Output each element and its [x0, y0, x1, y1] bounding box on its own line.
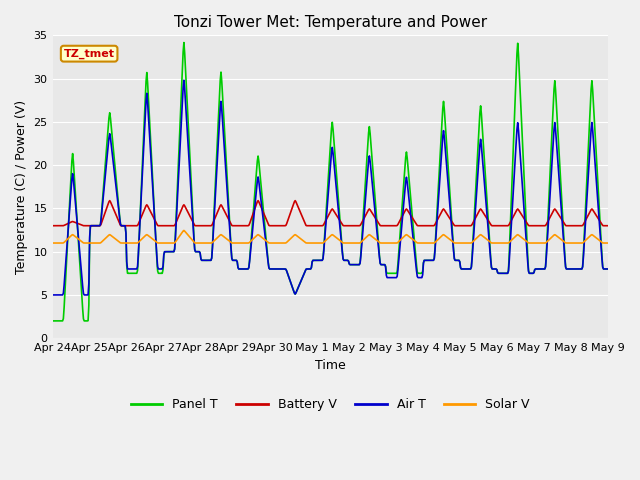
Battery V	[415, 223, 422, 228]
Battery V	[116, 223, 124, 228]
Text: TZ_tmet: TZ_tmet	[63, 48, 115, 59]
Solar V	[604, 240, 612, 246]
Panel T	[116, 215, 124, 221]
Air T	[604, 266, 612, 272]
Air T	[399, 214, 406, 219]
X-axis label: Time: Time	[315, 359, 346, 372]
Panel T	[59, 318, 67, 324]
Battery V	[173, 217, 180, 223]
Battery V	[604, 223, 612, 228]
Air T	[202, 257, 210, 263]
Air T	[116, 216, 124, 222]
Panel T	[49, 318, 56, 324]
Title: Tonzi Tower Met: Temperature and Power: Tonzi Tower Met: Temperature and Power	[174, 15, 487, 30]
Legend: Panel T, Battery V, Air T, Solar V: Panel T, Battery V, Air T, Solar V	[126, 393, 535, 416]
Solar V	[49, 240, 56, 246]
Solar V	[116, 240, 124, 245]
Line: Solar V: Solar V	[52, 230, 608, 243]
Panel T	[604, 266, 612, 272]
Battery V	[59, 223, 67, 228]
Air T	[49, 292, 56, 298]
Solar V	[172, 238, 180, 244]
Panel T	[180, 40, 188, 46]
Battery V	[106, 198, 113, 204]
Y-axis label: Temperature (C) / Power (V): Temperature (C) / Power (V)	[15, 100, 28, 274]
Panel T	[399, 197, 406, 203]
Solar V	[202, 240, 210, 246]
Solar V	[415, 240, 422, 246]
Panel T	[415, 270, 422, 276]
Battery V	[399, 213, 406, 218]
Battery V	[202, 223, 210, 228]
Line: Air T: Air T	[52, 80, 608, 295]
Air T	[59, 292, 67, 298]
Air T	[180, 77, 188, 83]
Solar V	[59, 240, 67, 246]
Air T	[415, 275, 422, 280]
Solar V	[180, 228, 188, 233]
Air T	[172, 220, 180, 226]
Line: Panel T: Panel T	[52, 43, 608, 321]
Line: Battery V: Battery V	[52, 201, 608, 226]
Panel T	[172, 214, 180, 219]
Battery V	[49, 223, 56, 228]
Solar V	[399, 235, 406, 241]
Panel T	[202, 257, 210, 263]
